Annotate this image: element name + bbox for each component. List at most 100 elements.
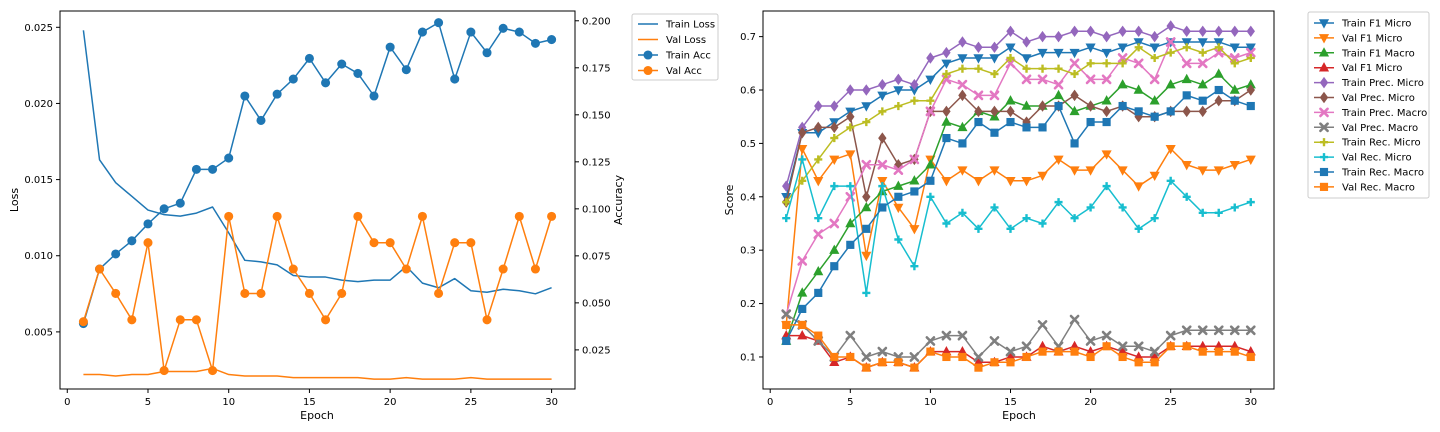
loss-series-val-acc-3-point (417, 211, 427, 221)
loss-x-tick-label: 20 (384, 397, 397, 408)
score-series-train-rec-macro-10-point (926, 176, 935, 185)
score-legend-label: Val F1 Micro (1342, 63, 1402, 74)
score-series-train-rec-macro-10-point (894, 192, 903, 201)
score-legend-label: Train Prec. Micro (1341, 78, 1424, 89)
score-series-train-prec-micro-4-point (1214, 25, 1223, 38)
score-series-train-rec-micro-8-point (910, 96, 919, 105)
score-series-train-f1-micro-0-point (1117, 43, 1128, 53)
score-series-train-rec-micro-8-point (1166, 48, 1175, 57)
score-series-val-prec-macro-7-point (989, 336, 1000, 346)
score-series-train-prec-macro-6-point (1053, 79, 1064, 90)
score-series-val-f1-micro-1-point (813, 177, 824, 187)
score-series-train-rec-micro-8-point (926, 96, 935, 105)
score-series-train-prec-micro-4-point (1134, 25, 1143, 38)
loss-series-train-acc-2-point (175, 198, 185, 208)
score-series-val-rec-micro-9-point (1166, 176, 1175, 185)
score-series-val-prec-macro-7-point (957, 330, 968, 341)
score-legend-marker (1319, 91, 1329, 104)
score-series-train-prec-micro-4-point (894, 73, 903, 86)
score-series-train-prec-macro-6-point (1037, 74, 1048, 85)
score-series-val-prec-micro-5-point (878, 132, 887, 144)
loss-series-val-acc-3-point (304, 288, 314, 298)
loss-series-val-acc-3-line (82, 215, 553, 372)
score-series-train-f1-macro-2-point (1229, 84, 1240, 94)
score-series-train-prec-macro-6-point (989, 90, 1000, 101)
loss-legend: Train Loss Val Loss Train Acc Val Acc (631, 13, 719, 81)
score-series-val-prec-micro-5-point (1086, 100, 1095, 112)
score-series-val-f1-micro-1-point (1245, 155, 1256, 166)
score-series-train-f1-micro-0-point (973, 54, 984, 64)
loss-x-tick-label: 5 (145, 397, 151, 408)
score-x-axis-label: Epoch (1002, 409, 1036, 422)
score-series-val-f1-micro-1-point (893, 203, 904, 214)
score-series-val-f1-micro-1-point (1037, 171, 1048, 182)
score-series-val-f1-micro-1-point (1053, 155, 1064, 166)
score-series-train-f1-micro-0-point (1053, 48, 1064, 59)
accuracy-y-tick-label: 0.050 (582, 298, 611, 309)
score-x-tick-label: 0 (767, 397, 773, 408)
loss-series-train-acc-2-point (159, 204, 169, 214)
loss-series-train-acc-2-point (272, 89, 282, 99)
loss-series-val-acc-3-point (547, 211, 557, 221)
score-series-val-prec-macro-7-point (1197, 325, 1208, 336)
loss-series-train-loss-0-line (82, 30, 552, 295)
score-series-train-rec-macro-10-point (942, 133, 951, 143)
score-series-train-prec-micro-4-point (1150, 30, 1159, 43)
score-series-train-rec-macro-10-point (1022, 123, 1031, 132)
score-series-train-rec-micro-8-point (814, 155, 823, 164)
score-series-train-f1-micro-0-point (1021, 54, 1032, 64)
score-series-val-rec-micro-9-point (814, 214, 823, 223)
score-series-train-f1-macro-2-point (925, 159, 936, 169)
score-series-val-rec-micro-9-point (1214, 208, 1223, 217)
loss-series-train-acc-2-point (547, 35, 557, 45)
loss-series-train-acc-2-point (224, 153, 234, 163)
score-series-val-f1-micro-1-point (829, 155, 840, 166)
score-chart: 0 5 10 15 20 25 30 0.1 0.2 0.3 0.4 0.5 0.6 0.7 Epoch… (723, 10, 1430, 422)
score-series-val-f1-micro-1 (781, 144, 1256, 331)
score-series-val-f1-micro-1-point (1069, 166, 1080, 176)
score-series-val-rec-macro-11-point (1086, 352, 1095, 362)
score-series-val-rec-micro-9-point (1038, 219, 1047, 228)
score-series-train-prec-micro-4-point (846, 84, 855, 96)
score-series-train-rec-macro-10-point (1102, 117, 1111, 127)
loss-series-val-acc-3-point (95, 264, 105, 274)
loss-legend-entry: Val Acc (638, 65, 702, 77)
score-series-val-f1-micro-1-point (1197, 166, 1208, 176)
loss-series-val-acc-3-point (353, 211, 363, 221)
score-series-val-prec-macro-7-point (1165, 330, 1176, 341)
score-series-val-f1-micro-1-point (989, 166, 1000, 176)
score-series-train-rec-macro-10-point (1054, 101, 1063, 111)
accuracy-y-tick-label: 0.025 (582, 345, 611, 356)
score-series-train-rec-micro-8-point (862, 118, 871, 127)
score-series-val-f1-micro-1-point (1085, 166, 1096, 176)
score-series-train-rec-macro-10-point (1134, 107, 1143, 116)
score-series-val-rec-micro-9-point (1070, 214, 1079, 223)
score-series-train-f1-micro-0-point (1101, 48, 1112, 59)
score-series-train-prec-macro-6-point (1069, 58, 1080, 69)
score-series-train-f1-micro-0-point (861, 102, 872, 112)
loss-series-train-acc-2-point (256, 115, 266, 125)
score-x-ticks: 0 5 10 15 20 25 30 (767, 389, 1257, 408)
score-legend-entry: Val Prec. Macro (1314, 122, 1418, 134)
score-series-train-prec-micro-4-point (1006, 25, 1015, 38)
score-series-val-rec-macro-11-point (1166, 342, 1175, 351)
score-series-val-rec-macro-11-point (1022, 352, 1031, 362)
score-series-val-prec-macro-7-point (861, 352, 872, 362)
score-y-ticks: 0.1 0.2 0.3 0.4 0.5 0.6 0.7 (740, 32, 763, 363)
score-series-train-rec-macro-10 (782, 85, 1255, 346)
loss-y-tick-label: 0.025 (24, 23, 53, 34)
score-series-val-rec-macro-11-point (1006, 358, 1015, 367)
score-series-val-prec-micro-5-point (1214, 94, 1223, 107)
loss-series-train-acc-2-point (353, 68, 363, 78)
score-series-train-f1-macro-2-point (861, 201, 872, 212)
score-series-train-f1-macro-2-point (909, 175, 920, 185)
score-series-train-rec-micro-8-point (1022, 64, 1031, 73)
score-y-tick-label: 0.7 (740, 32, 756, 43)
loss-x-tick-label: 15 (303, 397, 316, 408)
score-series-train-rec-macro-10-point (974, 117, 983, 127)
score-legend-entry: Train F1 Micro (1314, 19, 1411, 30)
score-series-train-rec-macro-10-point (1166, 107, 1175, 116)
loss-legend-label: Val Acc (666, 66, 702, 77)
score-series-train-prec-macro-6-point (861, 159, 872, 170)
score-series-train-f1-macro-2-point (1053, 89, 1064, 100)
